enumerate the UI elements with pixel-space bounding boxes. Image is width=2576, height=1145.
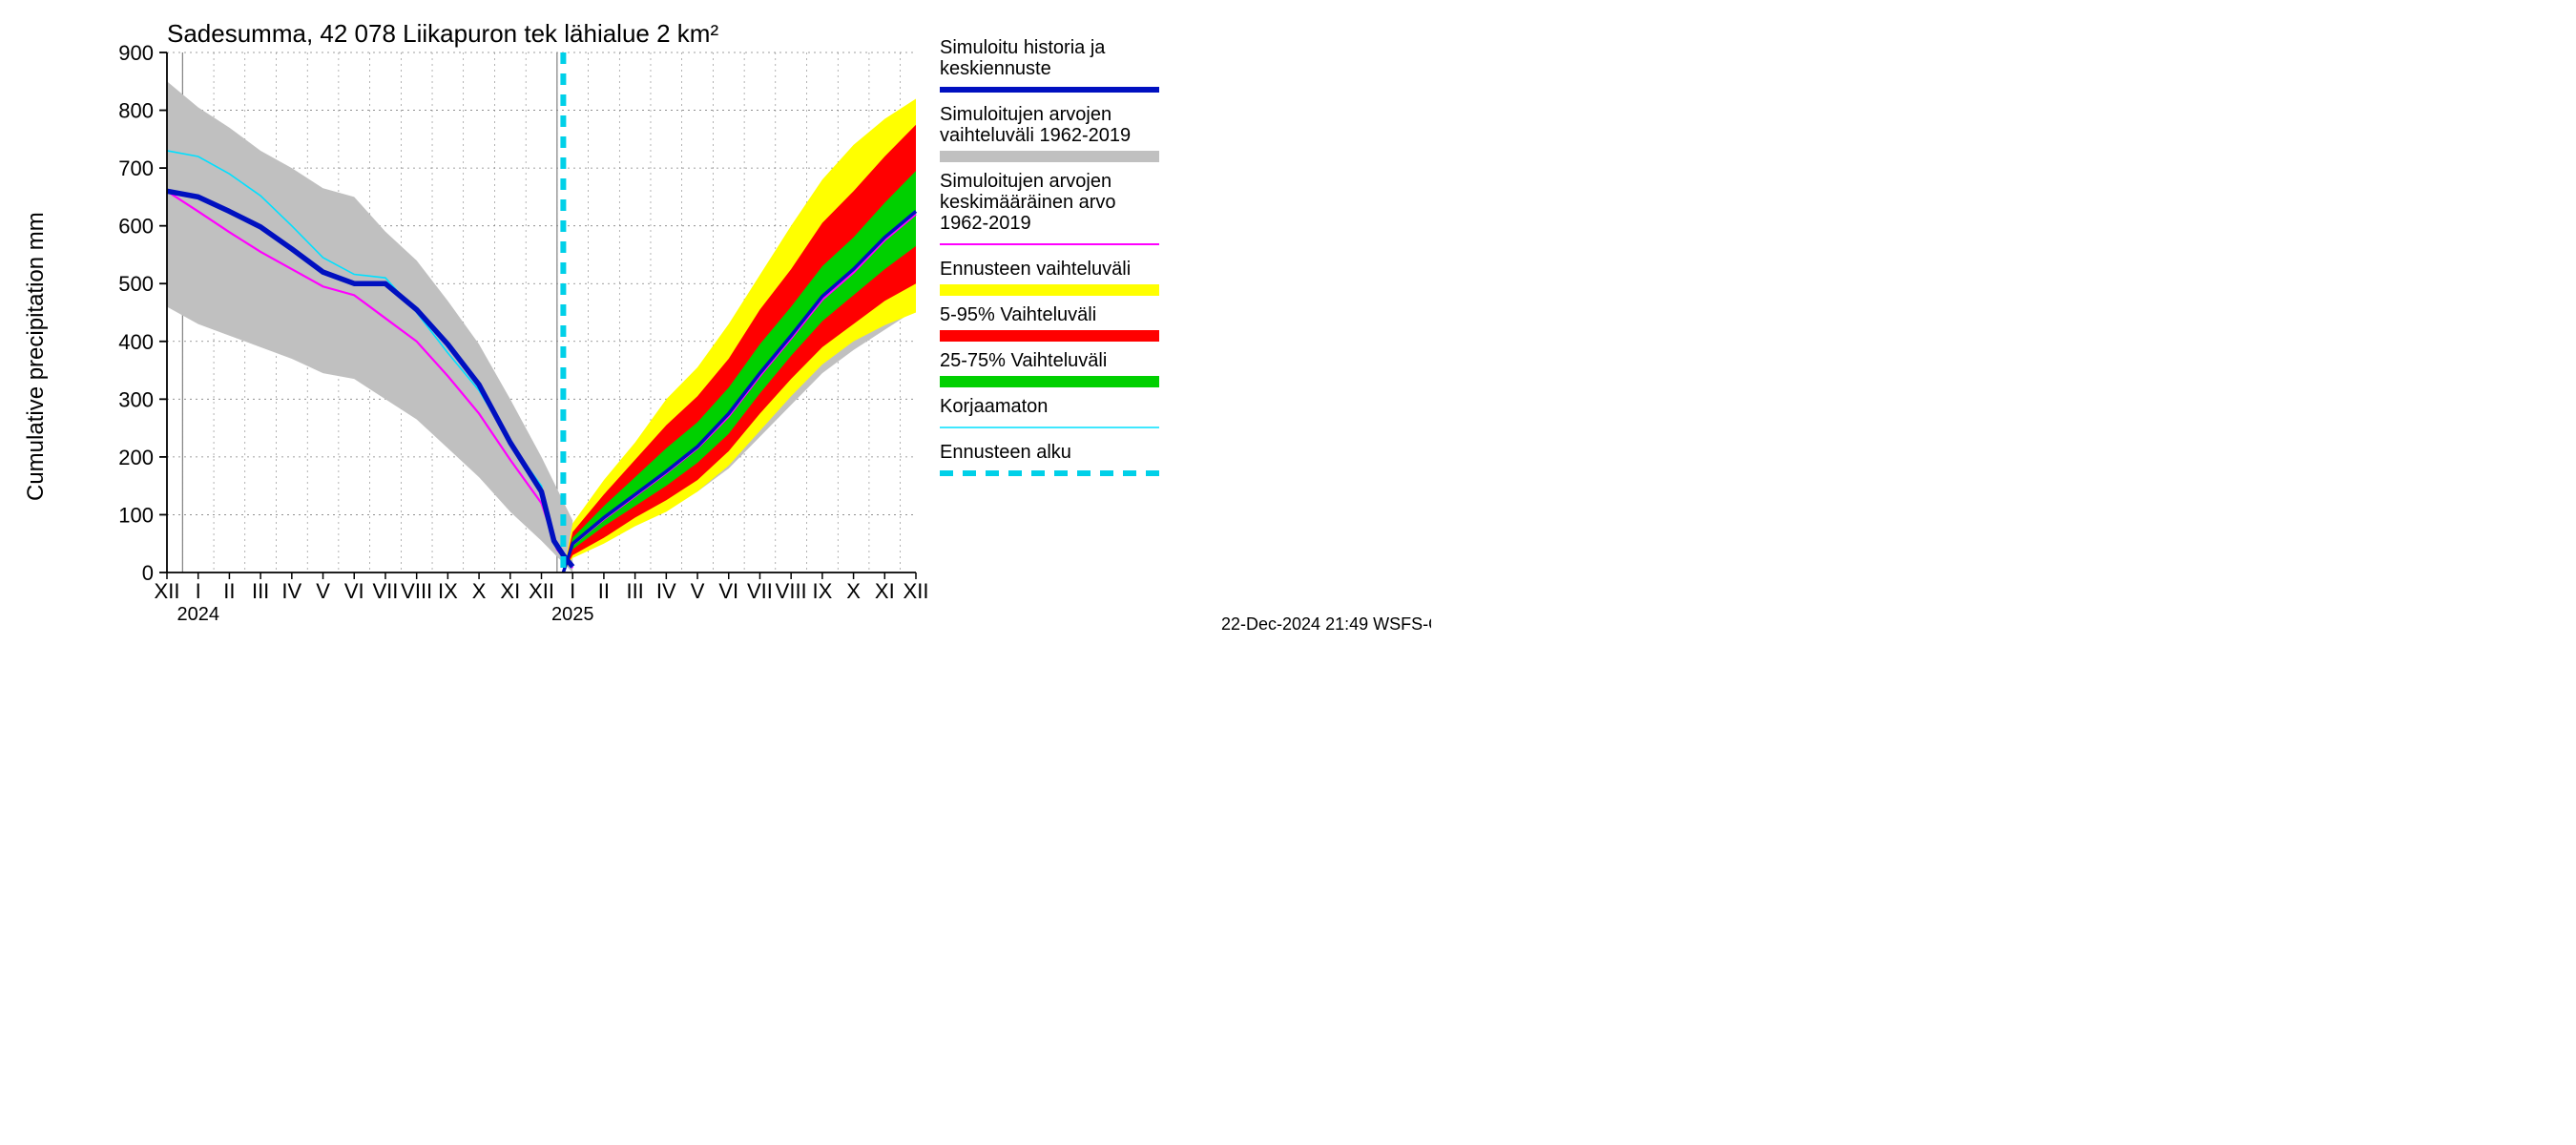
- svg-text:XI: XI: [875, 579, 895, 603]
- svg-text:300: 300: [118, 387, 154, 411]
- svg-text:vaihteluväli 1962-2019: vaihteluväli 1962-2019: [940, 125, 1131, 146]
- svg-text:2024: 2024: [177, 604, 219, 625]
- y-ticks: 0 100 200 300 400 500 600 700 800 900: [118, 41, 167, 585]
- footer-timestamp: 22-Dec-2024 21:49 WSFS-O: [1221, 614, 1431, 634]
- svg-text:0: 0: [142, 561, 154, 585]
- svg-text:Korjaamaton: Korjaamaton: [940, 396, 1048, 417]
- svg-text:500: 500: [118, 272, 154, 296]
- svg-text:2025: 2025: [551, 604, 594, 625]
- svg-text:VII: VII: [747, 579, 773, 603]
- cumulative-precipitation-chart: Sadesumma, 42 078 Liikapuron tek lähialu…: [0, 0, 1431, 636]
- svg-text:II: II: [223, 579, 235, 603]
- svg-text:200: 200: [118, 446, 154, 469]
- svg-text:100: 100: [118, 503, 154, 527]
- svg-text:V: V: [691, 579, 705, 603]
- x-ticks: XIIIIIIIIIVVVIVIIVIIIIXXXIXIIIIIIIIIVVVI…: [155, 572, 929, 625]
- svg-text:VI: VI: [718, 579, 738, 603]
- svg-text:V: V: [316, 579, 330, 603]
- svg-text:keskimääräinen arvo: keskimääräinen arvo: [940, 192, 1116, 213]
- svg-text:900: 900: [118, 41, 154, 65]
- svg-text:Simuloitujen arvojen: Simuloitujen arvojen: [940, 104, 1111, 125]
- svg-text:700: 700: [118, 156, 154, 180]
- svg-text:Ennusteen alku: Ennusteen alku: [940, 442, 1071, 463]
- svg-text:XI: XI: [500, 579, 520, 603]
- svg-text:Simuloitu historia ja: Simuloitu historia ja: [940, 37, 1106, 58]
- svg-text:VII: VII: [373, 579, 399, 603]
- svg-text:II: II: [598, 579, 610, 603]
- svg-text:IX: IX: [438, 579, 458, 603]
- svg-text:800: 800: [118, 99, 154, 123]
- svg-text:400: 400: [118, 330, 154, 354]
- svg-text:600: 600: [118, 215, 154, 239]
- svg-text:XII: XII: [155, 579, 180, 603]
- svg-text:XII: XII: [529, 579, 554, 603]
- svg-text:VIII: VIII: [776, 579, 807, 603]
- svg-text:IV: IV: [281, 579, 301, 603]
- svg-text:XII: XII: [904, 579, 929, 603]
- svg-text:IV: IV: [656, 579, 676, 603]
- svg-text:I: I: [196, 579, 201, 603]
- y-axis-label: Cumulative precipitation mm: [23, 212, 49, 501]
- svg-text:I: I: [570, 579, 575, 603]
- svg-text:IX: IX: [812, 579, 832, 603]
- svg-text:Ennusteen vaihteluväli: Ennusteen vaihteluväli: [940, 259, 1131, 280]
- svg-text:III: III: [252, 579, 269, 603]
- svg-text:1962-2019: 1962-2019: [940, 213, 1031, 234]
- svg-text:III: III: [626, 579, 643, 603]
- svg-text:keskiennuste: keskiennuste: [940, 58, 1051, 79]
- svg-text:25-75% Vaihteluväli: 25-75% Vaihteluväli: [940, 350, 1107, 371]
- chart-title: Sadesumma, 42 078 Liikapuron tek lähialu…: [167, 19, 718, 48]
- svg-text:X: X: [846, 579, 861, 603]
- svg-text:5-95% Vaihteluväli: 5-95% Vaihteluväli: [940, 304, 1096, 325]
- legend: Simuloitu historia jakeskiennuste Simuloi…: [940, 37, 1159, 473]
- svg-text:VIII: VIII: [401, 579, 432, 603]
- svg-text:Simuloitujen arvojen: Simuloitujen arvojen: [940, 171, 1111, 192]
- svg-text:VI: VI: [344, 579, 364, 603]
- svg-text:X: X: [472, 579, 487, 603]
